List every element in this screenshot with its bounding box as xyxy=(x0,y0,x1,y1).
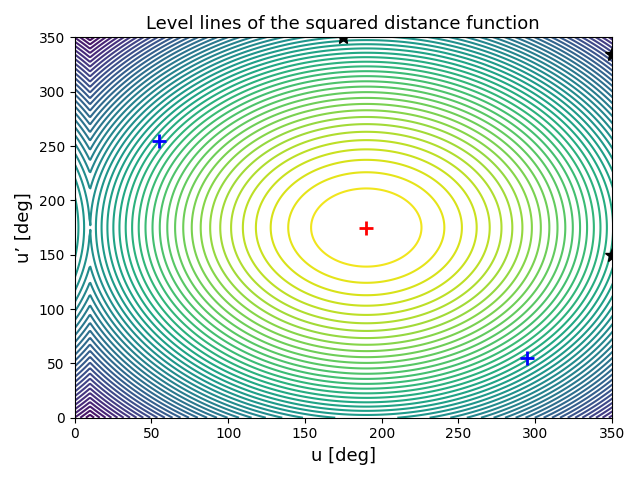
X-axis label: u [deg]: u [deg] xyxy=(311,447,376,465)
Y-axis label: u’ [deg]: u’ [deg] xyxy=(15,192,33,263)
Title: Level lines of the squared distance function: Level lines of the squared distance func… xyxy=(147,15,540,33)
